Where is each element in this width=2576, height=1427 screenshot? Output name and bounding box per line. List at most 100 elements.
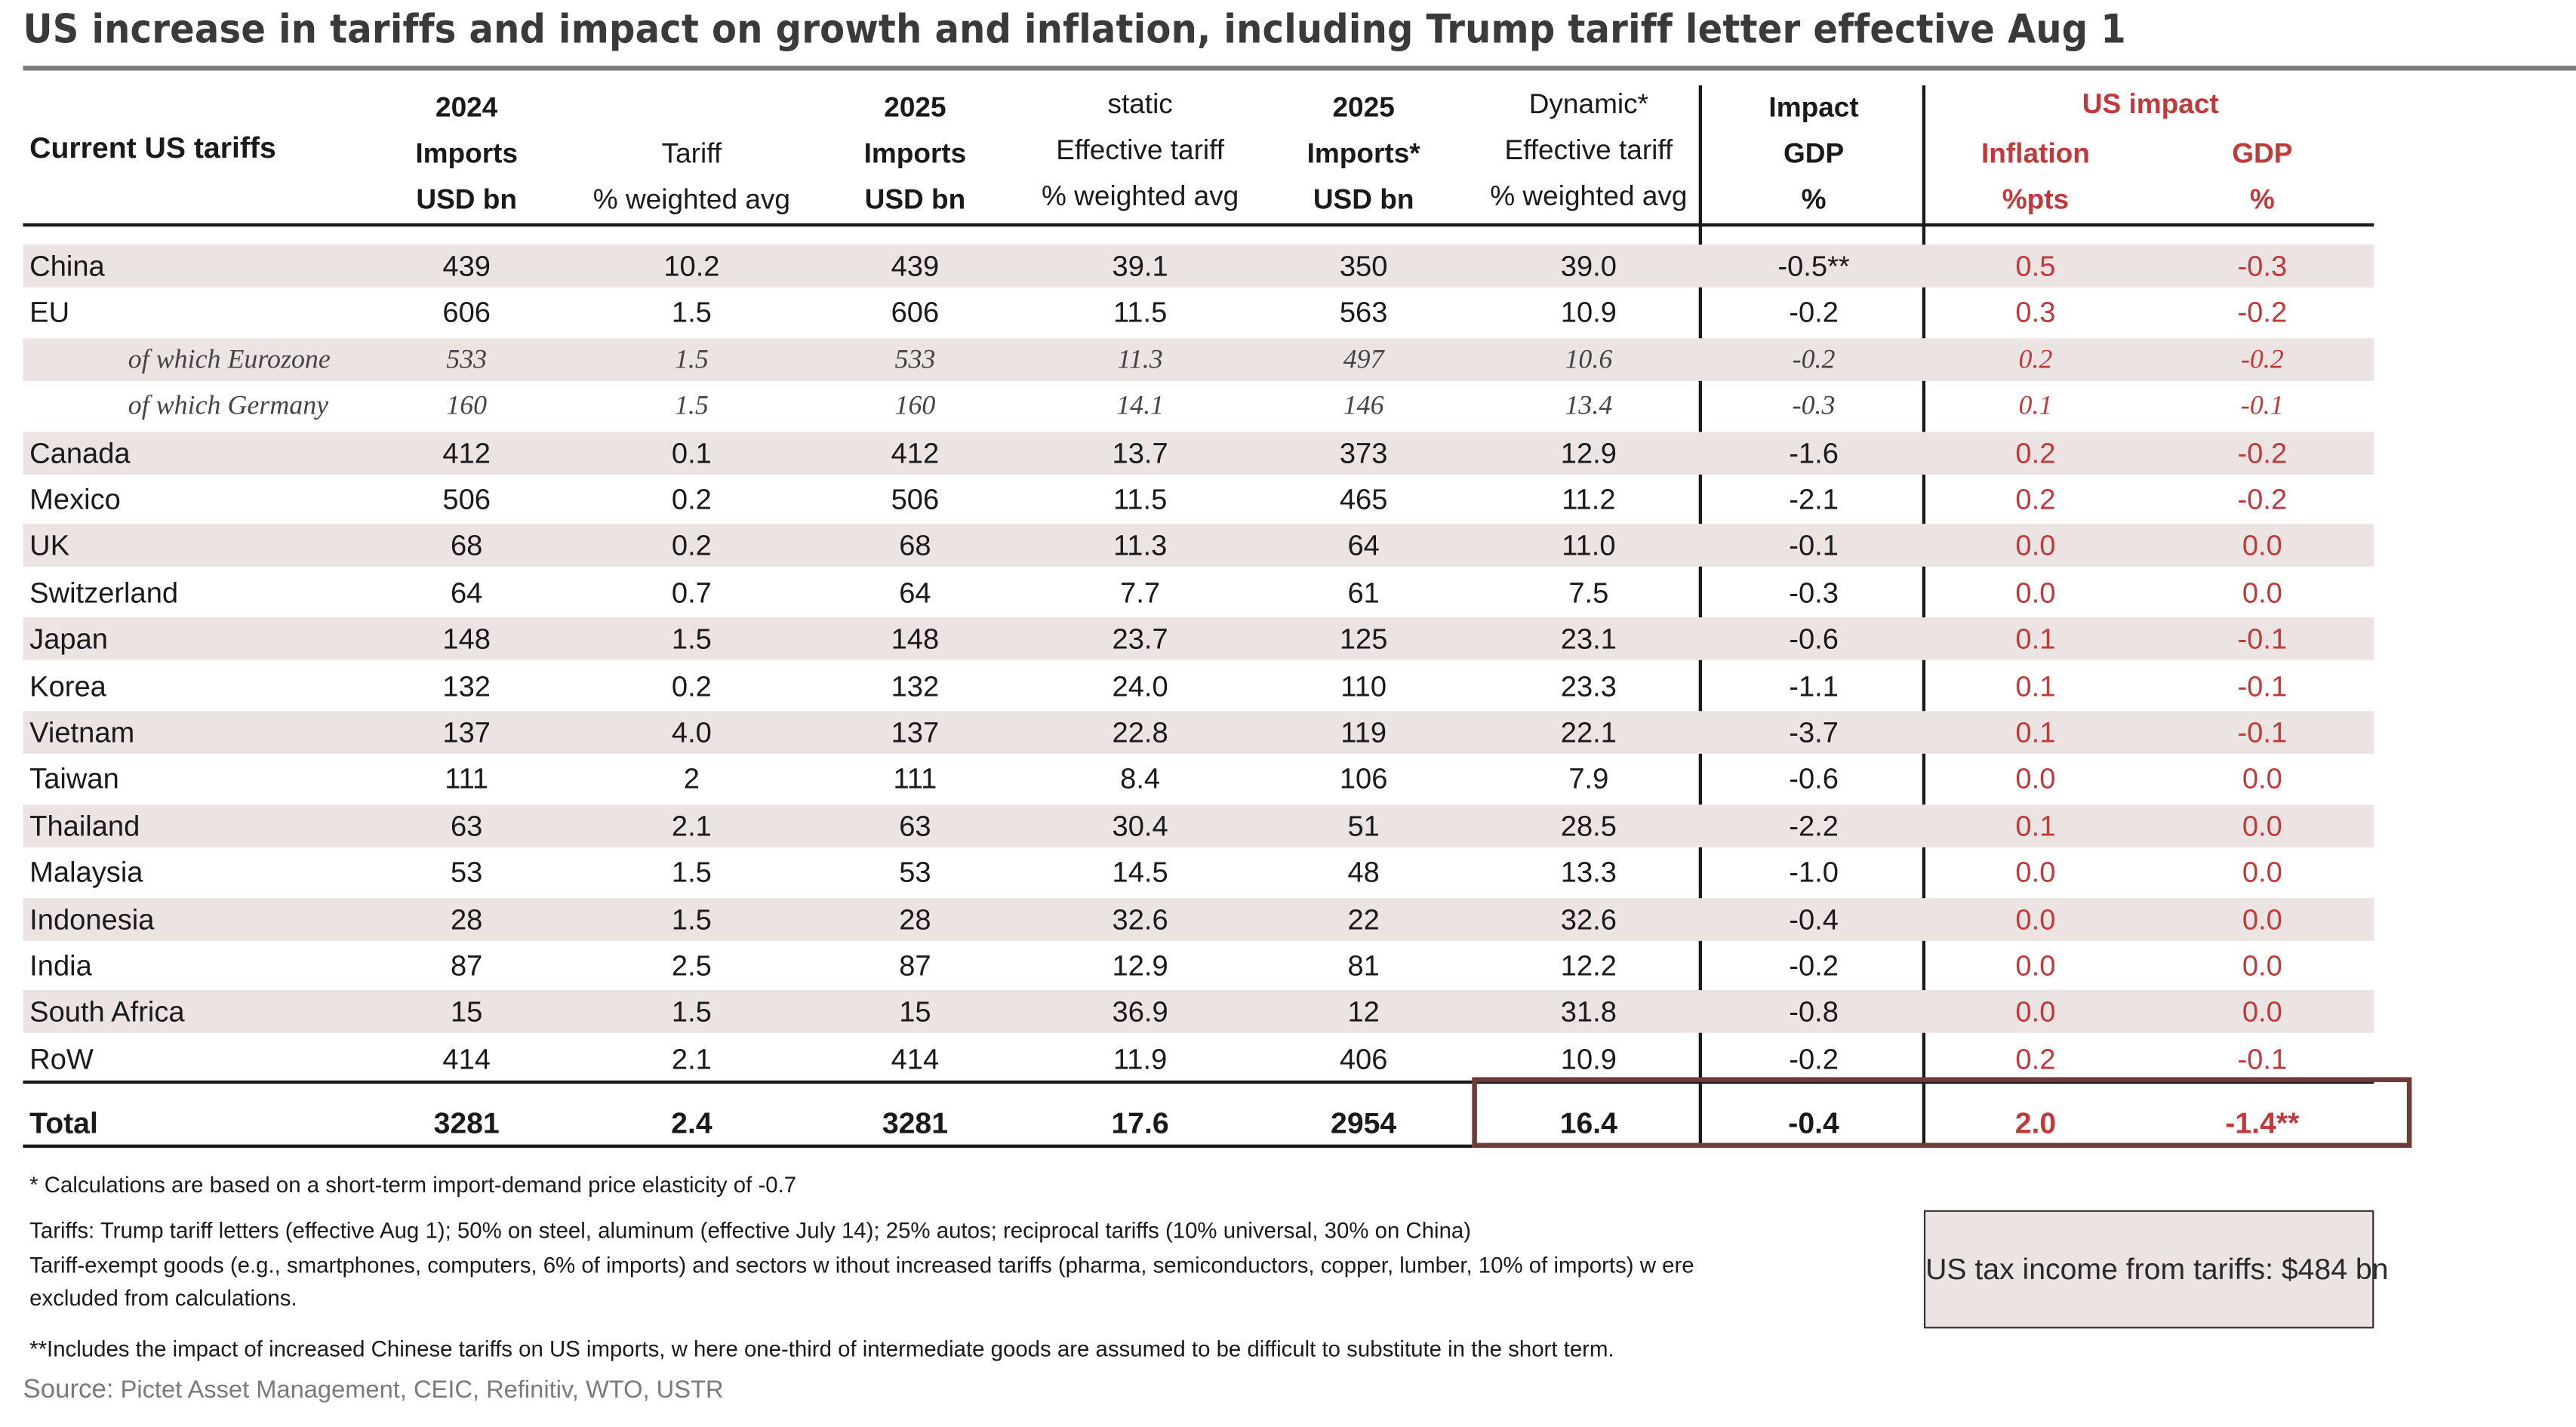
row-imports-2025-dynamic: 373 bbox=[1339, 435, 1388, 469]
table-row: of which Eurozone 533 1.5 533 11.3 497 10.6 -0.… bbox=[0, 337, 2382, 383]
row-dynamic-tariff: 39.0 bbox=[1560, 249, 1617, 283]
row-inflation: 0.0 bbox=[2015, 902, 2056, 936]
row-impact-gdp: -0.2 bbox=[1789, 1042, 1839, 1075]
header-inflation: Inflation %pts bbox=[1939, 131, 2133, 223]
table-row: Indonesia 28 1.5 28 32.6 22 32.6 -0.4 0.0 0.0 bbox=[0, 896, 2382, 942]
header-line: Effective tariff bbox=[1056, 134, 1225, 166]
impact-column-divider bbox=[1698, 85, 1703, 1143]
row-imports-2025: 414 bbox=[891, 1042, 940, 1075]
table-row: China 439 10.2 439 39.1 350 39.0 -0.5** 0.5 -0.3 bbox=[0, 243, 2382, 289]
row-gdp: -0.2 bbox=[2237, 435, 2288, 469]
row-impact-gdp: -2.1 bbox=[1789, 482, 1839, 516]
row-imports-2025-dynamic: 350 bbox=[1339, 249, 1388, 283]
row-imports-2024: 414 bbox=[442, 1042, 491, 1075]
header-line: % bbox=[2249, 183, 2275, 216]
row-gdp: -0.2 bbox=[2240, 343, 2284, 374]
row-gdp: -0.1 bbox=[2240, 389, 2284, 421]
header-impact-gdp: Impact GDP % bbox=[1728, 85, 1899, 223]
row-imports-2025: 87 bbox=[899, 949, 931, 983]
row-country: China bbox=[29, 249, 105, 283]
table-row: of which Germany 160 1.5 160 14.1 146 13.4 -0.3… bbox=[0, 383, 2382, 429]
row-gdp: 0.0 bbox=[2242, 529, 2282, 563]
row-imports-2025: 132 bbox=[891, 669, 940, 703]
row-imports-2025-dynamic: 465 bbox=[1339, 482, 1388, 516]
row-imports-2024: 111 bbox=[445, 762, 489, 796]
row-impact-gdp: -0.2 bbox=[1789, 296, 1839, 330]
row-imports-2025: 15 bbox=[899, 995, 931, 1029]
total-highlight-box bbox=[1472, 1077, 2412, 1149]
row-impact-gdp: -0.6 bbox=[1789, 762, 1839, 796]
row-imports-2024: 64 bbox=[450, 576, 483, 609]
row-inflation: 0.0 bbox=[2015, 576, 2056, 609]
row-inflation: 0.2 bbox=[2015, 435, 2056, 469]
row-country: South Africa bbox=[29, 995, 185, 1029]
header-line: 2024 bbox=[435, 91, 498, 124]
row-dynamic-tariff: 32.6 bbox=[1560, 902, 1617, 936]
row-country: UK bbox=[29, 529, 70, 563]
header-imports-2025-dynamic: 2025 Imports* USD bn bbox=[1282, 85, 1446, 223]
row-band bbox=[23, 244, 2374, 288]
footnote-china: **Includes the impact of increased Chine… bbox=[29, 1336, 1614, 1361]
row-imports-2025: 28 bbox=[899, 902, 931, 936]
row-dynamic-tariff: 28.5 bbox=[1560, 809, 1617, 842]
row-tariff: 2.1 bbox=[671, 809, 712, 842]
header-us-impact: US impact bbox=[1928, 82, 2372, 128]
row-tariff: 1.5 bbox=[674, 389, 709, 421]
row-impact-gdp: -0.5** bbox=[1777, 249, 1850, 283]
header-line: GDP bbox=[2232, 137, 2293, 170]
row-imports-2025-dynamic: 406 bbox=[1339, 1042, 1388, 1075]
footnote-elasticity: * Calculations are based on a short-term… bbox=[29, 1172, 797, 1198]
row-imports-2025: 148 bbox=[891, 623, 940, 656]
row-gdp: -0.2 bbox=[2237, 482, 2288, 516]
header-line: static bbox=[1107, 88, 1173, 120]
header-static-tariff: static Effective tariff % weighted avg bbox=[1019, 82, 1262, 220]
row-imports-2025-dynamic: 81 bbox=[1347, 949, 1380, 983]
row-static-tariff: 14.5 bbox=[1112, 856, 1168, 889]
row-gdp: -0.1 bbox=[2237, 715, 2288, 749]
row-country: Malaysia bbox=[29, 856, 143, 889]
header-line: Effective tariff bbox=[1504, 134, 1673, 166]
total-tariff: 2.4 bbox=[671, 1106, 712, 1140]
header-line: Imports bbox=[415, 137, 519, 170]
row-imports-2025-dynamic: 125 bbox=[1339, 623, 1388, 656]
table-row: Japan 148 1.5 148 23.7 125 23.1 -0.6 0.1 -0.1 bbox=[0, 616, 2382, 662]
row-band bbox=[23, 617, 2374, 661]
row-imports-2024: 439 bbox=[442, 249, 491, 283]
header-line: Imports* bbox=[1306, 137, 1420, 170]
row-band bbox=[23, 804, 2374, 847]
row-inflation: 0.3 bbox=[2015, 296, 2056, 330]
source-text: Pictet Asset Management, CEIC, Refinitiv… bbox=[120, 1376, 724, 1404]
row-imports-2024: 137 bbox=[442, 715, 491, 749]
header-line: Impact bbox=[1768, 91, 1859, 124]
total-imports-2025-dynamic: 2954 bbox=[1331, 1106, 1397, 1140]
total-row: Total 3281 2.4 3281 17.6 2954 16.4 -0.4 … bbox=[0, 1100, 2382, 1146]
row-imports-2024: 412 bbox=[442, 435, 491, 469]
header-imports-2025: 2025 Imports USD bn bbox=[833, 85, 998, 223]
row-imports-2025: 606 bbox=[891, 296, 940, 330]
row-tariff: 0.2 bbox=[671, 529, 712, 563]
table-row: EU 606 1.5 606 11.5 563 10.9 -0.2 0.3 -0.2 bbox=[0, 290, 2382, 336]
total-label: Total bbox=[29, 1106, 98, 1140]
row-band bbox=[23, 431, 2374, 474]
row-tariff: 0.1 bbox=[671, 435, 712, 469]
header-line: Dynamic* bbox=[1528, 88, 1649, 120]
row-band bbox=[23, 897, 2374, 940]
row-dynamic-tariff: 12.2 bbox=[1560, 949, 1617, 983]
row-dynamic-tariff: 31.8 bbox=[1560, 995, 1617, 1029]
tax-income-box: US tax income from tariffs: $484 bn bbox=[1923, 1210, 2388, 1329]
row-country: Thailand bbox=[29, 809, 140, 842]
row-impact-gdp: -3.7 bbox=[1789, 715, 1839, 749]
row-inflation: 0.2 bbox=[2018, 343, 2053, 374]
row-inflation: 0.0 bbox=[2015, 995, 2056, 1029]
row-tariff: 2.5 bbox=[671, 949, 712, 983]
row-impact-gdp: -2.2 bbox=[1789, 809, 1839, 842]
header-line: 2025 bbox=[1332, 91, 1395, 124]
row-static-tariff: 11.3 bbox=[1113, 529, 1168, 563]
header-line: USD bn bbox=[1313, 183, 1414, 216]
row-inflation: 0.2 bbox=[2015, 482, 2056, 516]
row-static-tariff: 14.1 bbox=[1116, 389, 1165, 421]
header-line: % weighted avg bbox=[592, 183, 791, 216]
table-row: RoW 414 2.1 414 11.9 406 10.9 -0.2 0.2 -0.1 bbox=[0, 1036, 2382, 1082]
total-top-rule bbox=[23, 1080, 2374, 1084]
row-band bbox=[23, 711, 2374, 754]
